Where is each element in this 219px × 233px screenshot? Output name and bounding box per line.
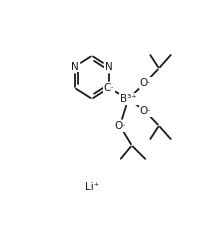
Text: O·: O·: [114, 121, 126, 131]
Text: O·: O·: [140, 106, 151, 116]
Text: N: N: [71, 62, 79, 72]
Text: B³⁺: B³⁺: [120, 94, 137, 104]
Text: Li⁺: Li⁺: [85, 182, 99, 192]
Text: C·: C·: [103, 83, 114, 93]
Text: O·: O·: [140, 78, 151, 88]
Text: N: N: [105, 62, 113, 72]
